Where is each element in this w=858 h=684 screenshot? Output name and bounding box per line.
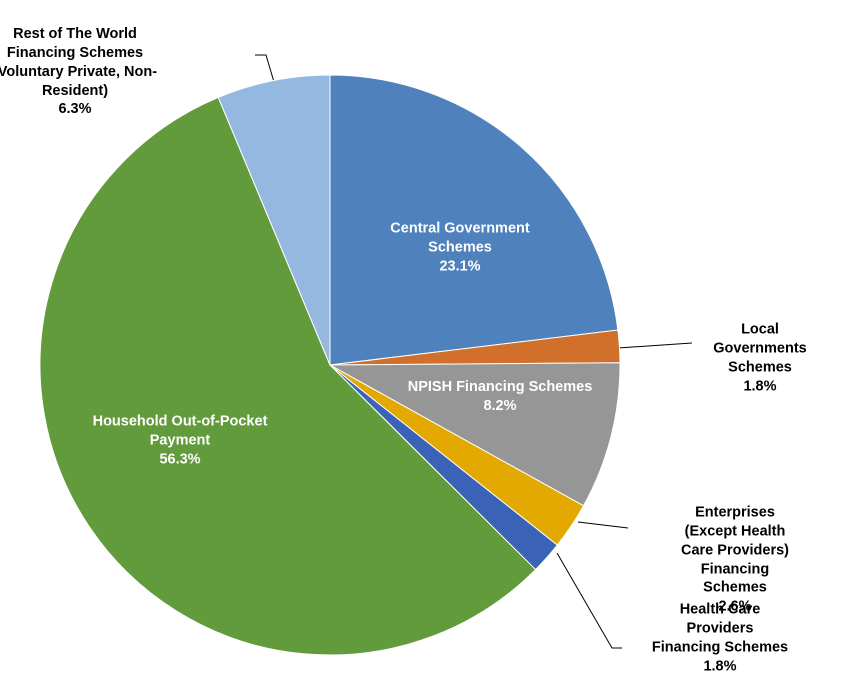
- slice-name: Enterprises (Except Health Care Provider…: [681, 504, 789, 596]
- slice-label: Health Care Providers Financing Schemes 1…: [651, 600, 789, 675]
- slice-value: 1.8%: [743, 377, 777, 394]
- slice-label: NPISH Financing Schemes 8.2%: [408, 378, 593, 416]
- leader-line: [255, 54, 275, 83]
- pie-slice: [328, 362, 621, 507]
- slice-label: Central Government Schemes 23.1%: [390, 220, 529, 277]
- leader-line: [617, 342, 693, 349]
- slice-label: Rest of The World Financing Schemes (Vol…: [0, 25, 157, 119]
- slice-name: Health Care Providers Financing Schemes: [651, 601, 789, 655]
- slice-name: Central Government Schemes: [390, 220, 530, 256]
- slice-label: Local Governments Schemes 1.8%: [711, 320, 809, 395]
- slice-value: 2.6%: [718, 598, 752, 615]
- slice-name: Household Out-of-Pocket Payment: [92, 413, 268, 449]
- slice-value: 1.8%: [703, 657, 737, 674]
- slice-name: Rest of The World Financing Schemes (Vol…: [0, 25, 158, 99]
- slice-value: 6.3%: [58, 101, 92, 118]
- slice-value: 8.2%: [483, 398, 517, 414]
- pie-slice: [39, 96, 537, 656]
- slice-label: Household Out-of-Pocket Payment 56.3%: [93, 413, 268, 470]
- slice-value: 23.1%: [439, 258, 481, 275]
- pie-slice: [329, 74, 619, 366]
- pie-slice: [217, 74, 331, 366]
- slice-name: Local Governments Schemes: [713, 321, 807, 375]
- slice-name: NPISH Financing Schemes: [407, 379, 593, 396]
- slice-value: 56.3%: [159, 451, 201, 468]
- leader-line: [556, 552, 622, 649]
- leader-line: [577, 521, 629, 529]
- slice-label: Enterprises (Except Health Care Provider…: [674, 503, 797, 616]
